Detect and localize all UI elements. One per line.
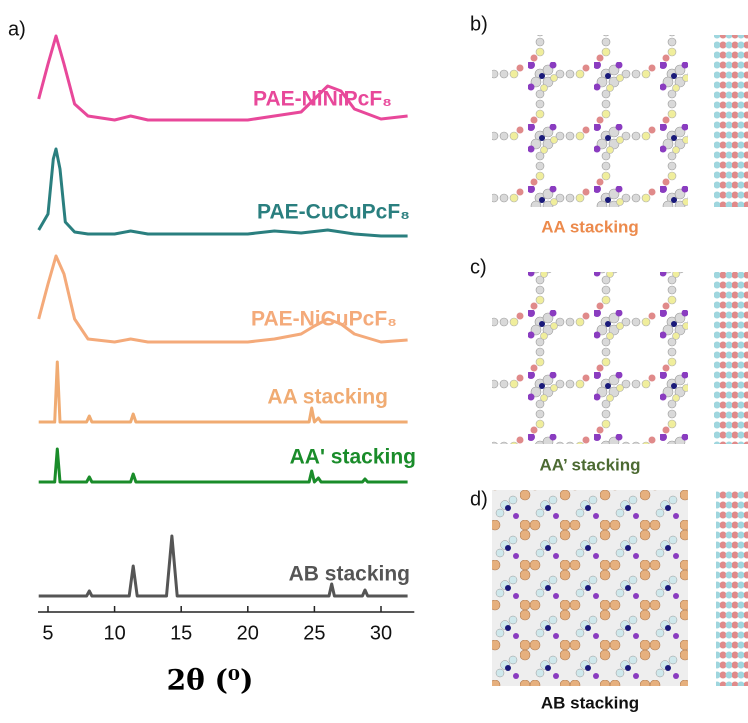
structure-image xyxy=(492,272,688,444)
series-label: AB stacking xyxy=(289,563,410,586)
figure: a) b) c) d) AA stacking AA’ stacking AB … xyxy=(0,0,748,718)
panel-label: a) xyxy=(8,18,26,40)
series-label: AA stacking xyxy=(267,386,388,409)
x-tick-label: 25 xyxy=(303,622,325,644)
series-label: PAE-CuCuPcF₈ xyxy=(257,201,410,224)
panel-label: c) xyxy=(470,256,487,278)
side-view xyxy=(714,272,748,444)
structure-caption: AB stacking xyxy=(541,693,639,712)
panel-label: b) xyxy=(470,13,488,35)
x-tick-label: 30 xyxy=(370,622,392,644)
side-view xyxy=(714,35,748,207)
structure-caption: AA’ stacking xyxy=(539,455,640,474)
panel-label: d) xyxy=(470,488,488,510)
structure-caption: AA stacking xyxy=(541,217,639,236)
x-tick-label: 20 xyxy=(237,622,259,644)
series-label: AA' stacking xyxy=(290,446,416,469)
structure-image xyxy=(492,35,688,207)
series-label: PAE-NiCuPcF₈ xyxy=(251,308,397,331)
structure-image xyxy=(492,490,688,686)
x-tick-label: 5 xyxy=(42,622,53,644)
series-label: PAE-NiNiPcF₈ xyxy=(253,88,392,111)
x-tick-label: 10 xyxy=(103,622,125,644)
side-view xyxy=(716,490,748,686)
x-tick-label: 15 xyxy=(170,622,192,644)
x-axis-title: 2θ (⁰) xyxy=(167,664,254,697)
